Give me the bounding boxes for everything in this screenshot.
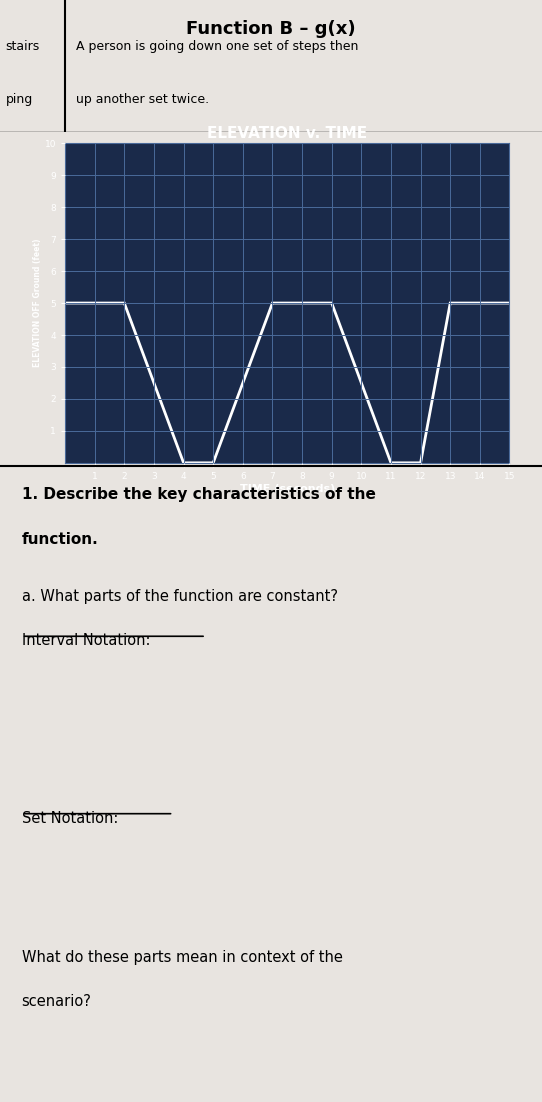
Text: 1. Describe the key characteristics of the: 1. Describe the key characteristics of t… [22, 487, 376, 503]
Text: scenario?: scenario? [22, 994, 92, 1009]
Text: a. What parts of the function are constant?: a. What parts of the function are consta… [22, 588, 338, 604]
X-axis label: TIME (seconds): TIME (seconds) [240, 484, 335, 494]
Text: Set Notation:: Set Notation: [22, 811, 118, 825]
Text: ping: ping [5, 93, 33, 106]
Text: Interval Notation:: Interval Notation: [22, 633, 150, 648]
Text: function.: function. [22, 532, 99, 547]
Text: stairs: stairs [5, 40, 40, 53]
Text: up another set twice.: up another set twice. [76, 93, 209, 106]
Text: Function B – g(x): Function B – g(x) [186, 20, 356, 37]
Text: A person is going down one set of steps then: A person is going down one set of steps … [76, 40, 358, 53]
Y-axis label: ELEVATION OFF Ground (feet): ELEVATION OFF Ground (feet) [33, 239, 42, 367]
Text: What do these parts mean in context of the: What do these parts mean in context of t… [22, 950, 343, 965]
Title: ELEVATION v. TIME: ELEVATION v. TIME [207, 126, 367, 141]
